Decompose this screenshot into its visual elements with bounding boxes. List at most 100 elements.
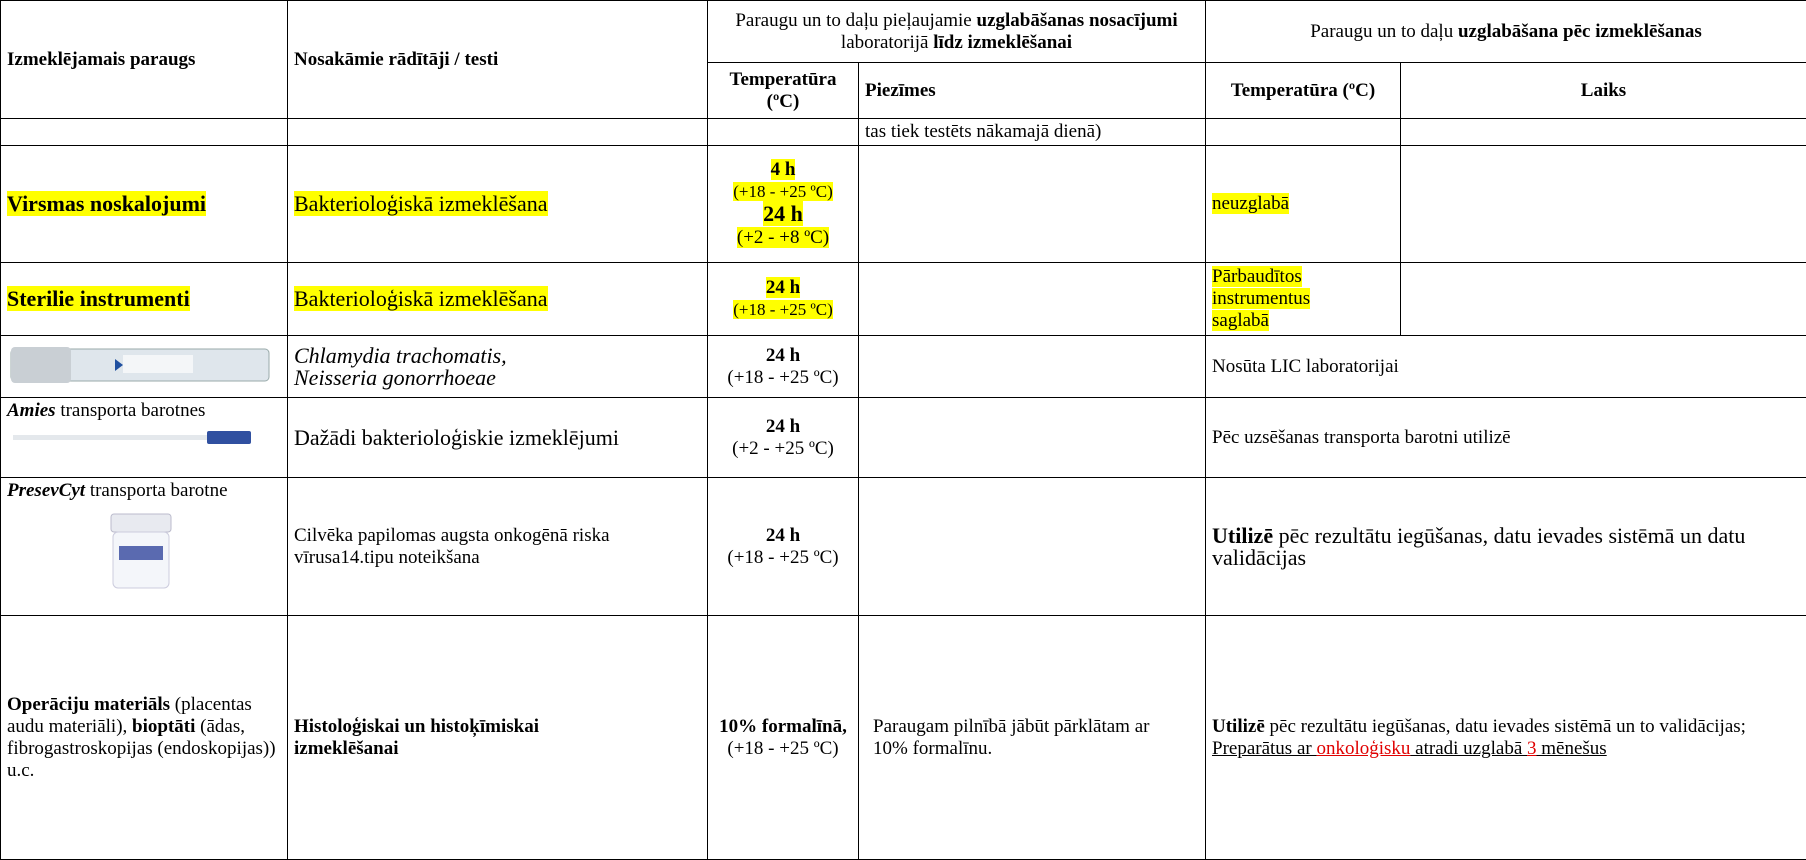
temp-text: (+18 - +25 ºC) (727, 367, 838, 388)
cell (1, 336, 288, 398)
temp-text: 10% formalīnā, (719, 716, 847, 737)
header-cell: Paraugu un to daļu uzglabāšana pēc izmek… (1206, 1, 1806, 63)
cell: 24 h(+18 - +25 ºC) (708, 478, 859, 616)
swab (13, 435, 213, 440)
after-text: pēc rezultātu iegūšanas, datu ievades si… (1265, 716, 1746, 737)
cell: Nosūta LIC laboratorijai (1206, 336, 1806, 398)
temp-text: 24 h (766, 525, 800, 546)
label (119, 546, 163, 560)
header-text: Paraugu un to daļu pieļaujamie (735, 10, 976, 31)
after-text: Nosūta LIC laboratorijai (1212, 356, 1399, 377)
notes-text: Paraugam pilnībā jābūt pārklātam ar 10% … (873, 716, 1149, 759)
sample-text: transporta barotne (85, 480, 227, 501)
cell: Virsmas noskalojumi (1, 146, 288, 263)
after-text: 3 (1527, 738, 1537, 759)
cell: Histoloģiskai un histoķīmiskai izmeklēša… (288, 616, 708, 860)
sample-text: Virsmas noskalojumi (7, 191, 206, 216)
sample-text: Amies (7, 400, 56, 421)
cell (1401, 146, 1806, 263)
temp-text: (+18 - +25 ºC) (727, 547, 838, 568)
header-cell: Izmeklējamais paraugs (1, 1, 288, 119)
cell (1401, 119, 1806, 146)
sample-text: Operāciju materiāls (7, 694, 170, 715)
jar-image (7, 502, 277, 602)
sample-text: bioptāti (132, 716, 195, 737)
temp-text: (+18 - +25 ºC) (727, 738, 838, 759)
test-text: Bakterioloģiskā izmeklēšana (294, 286, 548, 311)
cell (859, 336, 1206, 398)
after-text: Preparātus ar (1212, 738, 1316, 759)
temp-text: 4 h (771, 159, 796, 180)
cell: Pēc uzsēšanas transporta barotni utilizē (1206, 398, 1806, 478)
cell (859, 146, 1206, 263)
cell: Utilizē pēc rezultātu iegūšanas, datu ie… (1206, 478, 1806, 616)
after-text: Utilizē (1212, 716, 1265, 737)
header-text: laboratorijā (841, 32, 933, 53)
cell: PresevCyt transporta barotne (1, 478, 288, 616)
cell (1206, 119, 1401, 146)
after-text: Pārbaudītos instrumentus saglabā (1212, 266, 1310, 331)
temp-text: (+2 - +8 ºC) (737, 227, 829, 248)
header-cell: Temperatūra (ºC) (1206, 63, 1401, 119)
storage-table: Izmeklējamais paraugs Nosakāmie rādītāji… (0, 0, 1806, 860)
cell: tas tiek testēts nākamajā dienā) (859, 119, 1206, 146)
cell: neuzglabā (1206, 146, 1401, 263)
temp-text: (+18 - +25 ºC) (733, 182, 833, 201)
cell (708, 119, 859, 146)
cell: Amies transporta barotnes (1, 398, 288, 478)
temp-text: (+18 - +25 ºC) (733, 300, 833, 319)
temp-text: 24 h (763, 201, 803, 226)
header-text: Piezīmes (865, 80, 936, 101)
cell (1, 119, 288, 146)
cell: 24 h(+18 - +25 ºC) (708, 336, 859, 398)
header-cell: Piezīmes (859, 63, 1206, 119)
temp-text: 24 h (766, 277, 800, 298)
cell: 10% formalīnā,(+18 - +25 ºC) (708, 616, 859, 860)
cell (859, 263, 1206, 336)
header-cell: Paraugu un to daļu pieļaujamie uzglabāša… (708, 1, 1206, 63)
after-text: onkoloģisku (1316, 738, 1410, 759)
cell: Dažādi bakterioloģiskie izmeklējumi (288, 398, 708, 478)
header-text: Laiks (1581, 80, 1626, 101)
cell: 24 h(+2 - +25 ºC) (708, 398, 859, 478)
temp-text: 24 h (766, 345, 800, 366)
header-cell: Temperatūra (ºC) (708, 63, 859, 119)
cell: Pārbaudītos instrumentus saglabā (1206, 263, 1401, 336)
tube-image (3, 339, 273, 389)
header-text: līdz izmeklēšanai (933, 32, 1072, 53)
cell (288, 119, 708, 146)
header-text: uzglabāšana pēc izmeklēšanas (1458, 21, 1702, 42)
cell: Bakterioloģiskā izmeklēšana (288, 263, 708, 336)
test-text: Cilvēka papilomas augsta onkogēnā riska … (294, 525, 610, 568)
cell (1401, 263, 1806, 336)
notes-text: tas tiek testēts nākamajā dienā) (865, 121, 1101, 142)
cell: Operāciju materiāls (placentas audu mate… (1, 616, 288, 860)
after-text: pēc rezultātu iegūšanas, datu ievades si… (1212, 523, 1745, 570)
cell: Paraugam pilnībā jābūt pārklātam ar 10% … (859, 616, 1206, 860)
cell (859, 398, 1206, 478)
cap (11, 347, 71, 383)
temp-text: (+2 - +25 ºC) (732, 438, 834, 459)
header-text: Temperatūra (ºC) (1231, 80, 1375, 101)
cell (859, 478, 1206, 616)
cell: Cilvēka papilomas augsta onkogēnā riska … (288, 478, 708, 616)
header-cell: Nosakāmie rādītāji / testi (288, 1, 708, 119)
label (123, 355, 193, 373)
temp-text: 24 h (766, 416, 800, 437)
after-text: Pēc uzsēšanas transporta barotni utilizē (1212, 427, 1511, 448)
cell: Chlamydia trachomatis,Neisseria gonorrho… (288, 336, 708, 398)
cell: 4 h (+18 - +25 ºC)24 h(+2 - +8 ºC) (708, 146, 859, 263)
test-text: Dažādi bakterioloģiskie izmeklējumi (294, 425, 619, 450)
lid (111, 514, 171, 532)
test-text: Histoloģiskai un histoķīmiskai izmeklēša… (294, 716, 539, 759)
sample-text: transporta barotnes (56, 400, 206, 421)
swab-image (7, 422, 257, 452)
after-text: atradi uzglabā (1410, 738, 1527, 759)
cell: Bakterioloģiskā izmeklēšana (288, 146, 708, 263)
after-text: neuzglabā (1212, 193, 1289, 214)
page: Izmeklējamais paraugs Nosakāmie rādītāji… (0, 0, 1806, 859)
cell: Sterilie instrumenti (1, 263, 288, 336)
header-cell: Laiks (1401, 63, 1806, 119)
header-text: Paraugu un to daļu (1310, 21, 1458, 42)
header-text: Izmeklējamais paraugs (7, 49, 195, 70)
